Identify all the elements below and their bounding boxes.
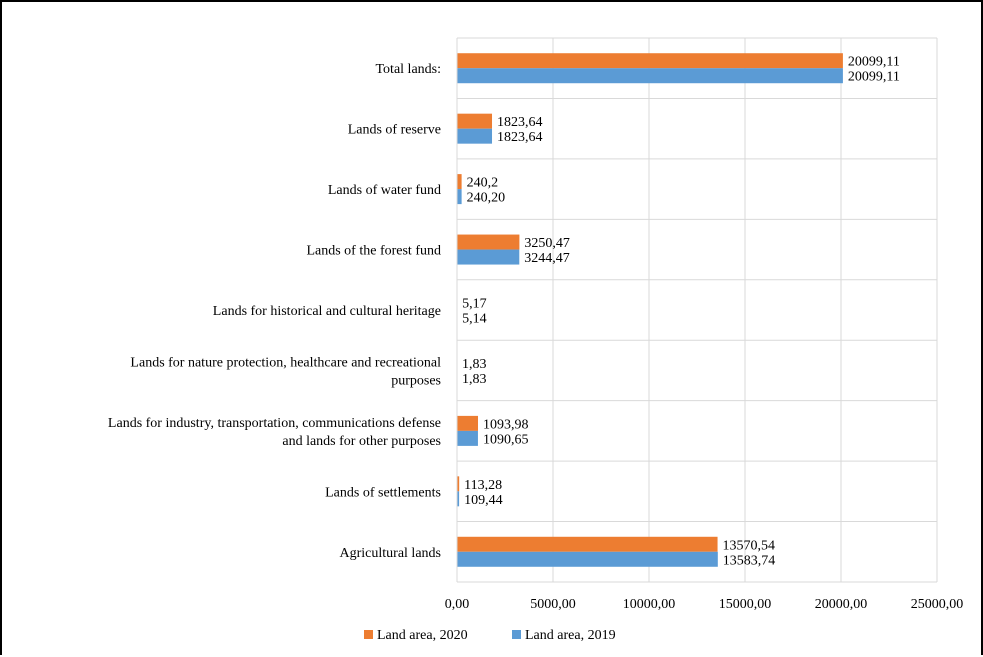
- category-label: Agricultural lands: [340, 546, 441, 561]
- data-label: 240,20: [467, 191, 506, 206]
- data-label: 13583,74: [723, 553, 776, 568]
- bar: [457, 430, 478, 446]
- category-label: Lands of water fund: [328, 183, 441, 198]
- legend-swatch: [512, 630, 521, 639]
- data-label: 1090,65: [483, 432, 529, 447]
- category-label: Lands of settlements: [325, 485, 441, 500]
- bar: [457, 476, 460, 492]
- data-label: 20099,11: [848, 55, 900, 70]
- legend-label: Land area, 2019: [525, 628, 616, 643]
- category-label: Lands of the forest fund: [306, 244, 441, 259]
- data-label: 5,17: [462, 297, 487, 312]
- category-label: Lands for industry, transportation, comm…: [108, 416, 441, 449]
- data-label: 1,83: [462, 372, 487, 387]
- data-label: 20099,11: [848, 70, 900, 85]
- bar: [457, 415, 479, 431]
- bar: [457, 174, 462, 190]
- data-label: 3244,47: [524, 251, 570, 266]
- category-label: Lands for nature protection, healthcare …: [130, 355, 441, 388]
- x-tick-label: 10000,00: [623, 597, 676, 612]
- legend-label: Land area, 2020: [377, 628, 468, 643]
- bar: [457, 536, 718, 552]
- data-label: 1,83: [462, 357, 487, 372]
- bar: [457, 128, 493, 144]
- legend-swatch: [364, 630, 373, 639]
- category-label: Total lands:: [375, 62, 441, 77]
- bar: [457, 113, 493, 129]
- bar: [457, 491, 460, 507]
- bar: [457, 68, 843, 84]
- data-label: 113,28: [464, 478, 502, 493]
- x-tick-label: 20000,00: [815, 597, 868, 612]
- data-label: 109,44: [464, 493, 503, 508]
- bar: [457, 234, 520, 250]
- bar: [457, 53, 843, 69]
- bar: [457, 249, 520, 265]
- category-label: Lands of reserve: [348, 123, 441, 138]
- data-label: 3250,47: [524, 236, 570, 251]
- x-tick-label: 0,00: [445, 597, 470, 612]
- data-label: 1823,64: [497, 130, 543, 145]
- data-label: 240,2: [467, 176, 499, 191]
- data-label: 5,14: [462, 312, 487, 327]
- x-tick-label: 5000,00: [530, 597, 576, 612]
- x-tick-label: 15000,00: [719, 597, 772, 612]
- category-label: Lands for historical and cultural herita…: [213, 304, 441, 319]
- data-label: 1093,98: [483, 417, 528, 432]
- data-label: 13570,54: [723, 538, 776, 553]
- x-tick-label: 25000,00: [911, 597, 964, 612]
- bar: [457, 189, 462, 205]
- bar: [457, 551, 718, 567]
- data-label: 1823,64: [497, 115, 543, 130]
